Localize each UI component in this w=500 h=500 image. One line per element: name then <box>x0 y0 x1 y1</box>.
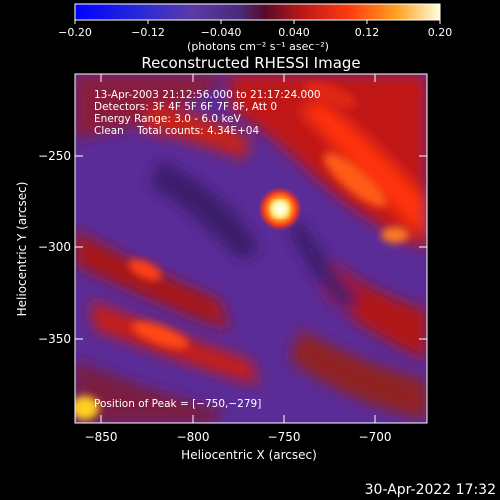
x-axis-label: Heliocentric X (arcsec) <box>181 448 317 462</box>
colorbar-tick-label: 0.040 <box>278 26 310 39</box>
colorbar-tick-label: −0.20 <box>58 26 92 39</box>
x-tick-label: −700 <box>359 430 392 444</box>
colorbar-tick-label: −0.12 <box>131 26 165 39</box>
colorbar: −0.20 −0.12 −0.040 0.040 0.12 0.20 (phot… <box>58 3 453 53</box>
solar-image <box>75 74 427 423</box>
colorbar-ticks <box>74 20 441 24</box>
peak-position-label: Position of Peak = [−750,−279] <box>94 398 261 410</box>
colorbar-tick-label: 0.20 <box>428 26 453 39</box>
x-axis <box>100 74 376 423</box>
y-tick-label: −300 <box>38 240 71 254</box>
annotation-detectors: Detectors: 3F 4F 5F 6F 7F 8F, Att 0 <box>94 101 277 113</box>
y-tick-label: −250 <box>38 149 71 163</box>
colorbar-tick-label: 0.12 <box>355 26 380 39</box>
y-axis <box>75 155 427 340</box>
y-tick-label: −350 <box>38 332 71 346</box>
plot-frame <box>74 73 428 424</box>
image-title: Reconstructed RHESSI Image <box>141 54 360 72</box>
x-tick-label: −800 <box>177 430 210 444</box>
annotation-energy-range: Energy Range: 3.0 - 6.0 keV <box>94 113 242 125</box>
annotation-time-range: 13-Apr-2003 21:12:56.000 to 21:17:24.000 <box>94 89 321 101</box>
footer-timestamp: 30-Apr-2022 17:32 <box>365 482 496 498</box>
y-axis-label: Heliocentric Y (arcsec) <box>15 182 29 317</box>
colorbar-tick-label: −0.040 <box>201 26 242 39</box>
colorbar-units: (photons cm⁻² s⁻¹ asec⁻²) <box>187 40 329 53</box>
x-tick-label: −750 <box>268 430 301 444</box>
annotation-clean-counts: Clean Total counts: 4.34E+04 <box>94 125 259 137</box>
x-tick-label: −850 <box>85 430 118 444</box>
colorbar-gradient <box>74 3 441 21</box>
